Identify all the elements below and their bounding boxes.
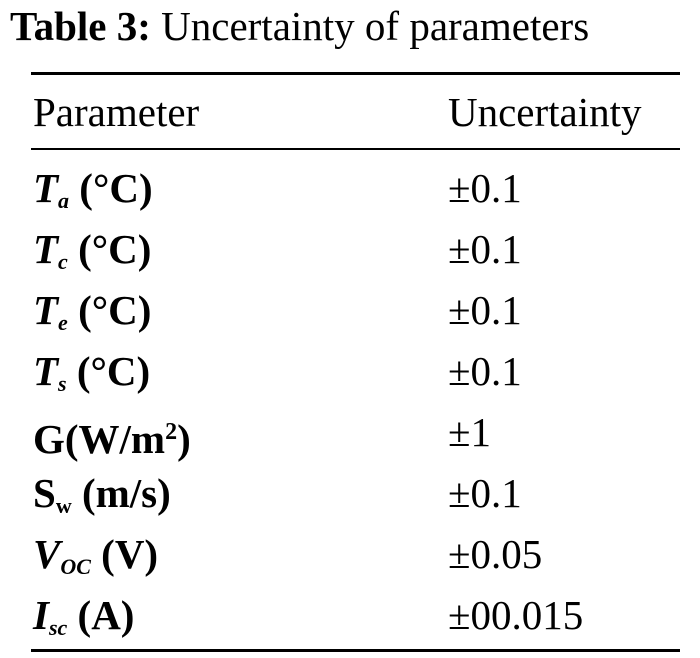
parameter-symbol: G(W/m [33,416,166,462]
uncertainty-cell: ±0.1 [448,165,522,211]
parameter-cell: Te (°C) [33,286,152,335]
parameter-unit: (°C) [76,348,151,394]
parameter-cell: Ta (°C) [33,164,153,213]
parameter-subscript: c [58,249,68,274]
parameter-cell: VOC (V) [33,530,159,579]
uncertainty-cell: ±0.1 [448,470,522,516]
table-bottom-rule [31,649,680,652]
parameter-subscript: sc [48,615,68,640]
parameter-subscript: e [58,310,68,335]
parameter-unit: (V) [101,531,159,577]
table-body: Ta (°C) ±0.1 Tc (°C) ±0.1 Te (°C) ±0.1 T… [0,158,700,644]
table-row: Sw (m/s) ±0.1 [0,463,700,524]
table-top-rule [31,72,680,75]
parameter-subscript: OC [60,554,91,579]
parameter-cell: Tc (°C) [33,225,152,274]
parameter-symbol: T [33,165,59,211]
uncertainty-cell: ±0.1 [448,226,522,272]
parameter-subscript: a [58,188,70,213]
uncertainty-cell: ±0.05 [448,531,543,577]
uncertainty-cell: ±00.015 [448,592,584,638]
parameter-subscript: s [58,371,67,396]
table-row: G(W/m2) ±1 [0,402,700,463]
parameter-cell: Ts (°C) [33,347,151,396]
table-row: Ts (°C) ±0.1 [0,341,700,402]
header-uncertainty: Uncertainty [448,89,642,135]
parameter-unit: (°C) [79,165,153,211]
parameter-close: ) [177,416,191,462]
parameter-symbol: T [33,348,59,394]
table-row: Isc (A) ±00.015 [0,585,700,646]
parameter-unit: (A) [77,592,135,638]
parameter-unit: (m/s) [81,470,171,516]
parameter-unit: (°C) [78,226,152,272]
parameter-superscript: 2 [165,419,178,445]
table-row: Te (°C) ±0.1 [0,280,700,341]
table-caption-label: Table 3: [10,3,151,49]
table-header-rule [31,148,680,150]
header-parameter: Parameter [33,89,200,135]
parameter-symbol: I [33,592,49,638]
parameter-cell: Sw (m/s) [33,469,171,518]
parameter-unit: (°C) [78,287,152,333]
parameter-subscript: w [55,493,72,518]
parameter-symbol: S [33,470,56,516]
table-row: Ta (°C) ±0.1 [0,158,700,219]
uncertainty-cell: ±0.1 [448,287,522,333]
parameter-symbol: V [33,531,61,577]
table-caption: Table 3: Uncertainty of parameters [10,2,700,50]
table-caption-text: Uncertainty of parameters [161,3,590,49]
parameter-symbol: T [33,287,59,333]
parameter-cell: G(W/m2) [33,408,191,462]
uncertainty-cell: ±1 [448,409,492,455]
parameter-cell: Isc (A) [33,591,135,640]
parameter-symbol: T [33,226,59,272]
table-row: VOC (V) ±0.05 [0,524,700,585]
uncertainty-cell: ±0.1 [448,348,522,394]
table-row: Tc (°C) ±0.1 [0,219,700,280]
